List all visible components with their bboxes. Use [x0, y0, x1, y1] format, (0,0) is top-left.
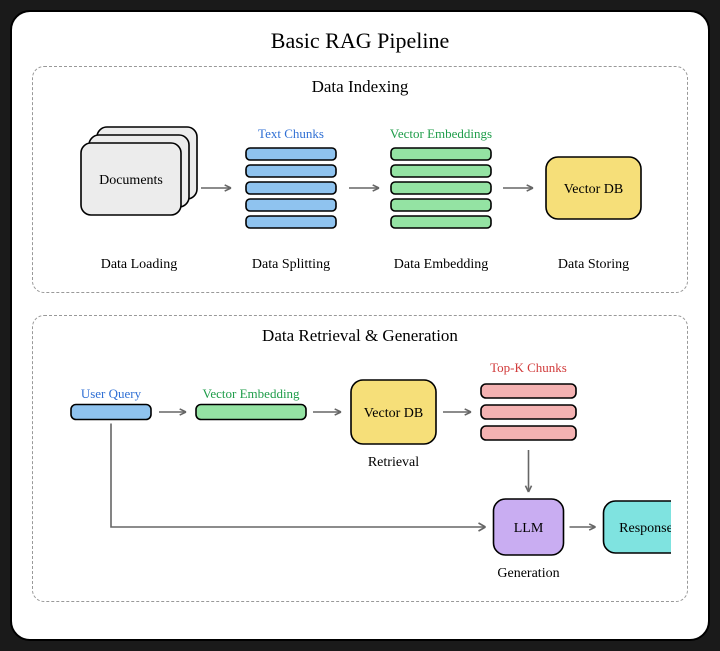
topk-bar [481, 405, 576, 419]
arrow-docs-chunks [201, 185, 231, 191]
header-chunks: Text Chunks [258, 126, 324, 141]
vectordb-label: Vector DB [564, 182, 624, 197]
vecemb-bar [196, 405, 306, 420]
arrow-uq-emb [159, 409, 186, 415]
section-retrieval: Data Retrieval & Generation User Query Ve… [32, 315, 688, 602]
documents-label: Documents [99, 173, 163, 188]
chunk-bar [246, 199, 336, 211]
header-vecemb: Vector Embedding [202, 386, 300, 401]
section-retrieval-title: Data Retrieval & Generation [51, 326, 669, 346]
retrieval-svg: User Query Vector Embedding Vector DB Retri… [51, 352, 671, 587]
stage-storing: Data Storing [558, 257, 629, 272]
arrow-emb-db [503, 185, 533, 191]
header-embeddings: Vector Embeddings [390, 126, 492, 141]
chunk-bar [246, 216, 336, 228]
indexing-svg: Documents Data Loading Text Chunks Data Spl… [51, 103, 671, 278]
stage-retrieval: Retrieval [368, 455, 419, 470]
embedding-bar [391, 165, 491, 177]
arrow-emb-db2 [313, 409, 341, 415]
chunk-bar [246, 165, 336, 177]
stage-embedding: Data Embedding [394, 257, 488, 272]
diagram-canvas: Basic RAG Pipeline Data Indexing Documen… [10, 10, 710, 641]
section-indexing-title: Data Indexing [51, 77, 669, 97]
stage-loading: Data Loading [101, 257, 178, 272]
arrow-chunks-emb [349, 185, 379, 191]
header-topk: Top-K Chunks [490, 360, 567, 375]
section-indexing: Data Indexing Documents Data Loading Text … [32, 66, 688, 293]
arrow-db-topk [443, 409, 471, 415]
embedding-bar [391, 199, 491, 211]
arrow-llm-resp [570, 524, 596, 530]
diagram-title: Basic RAG Pipeline [32, 28, 688, 54]
header-userquery: User Query [81, 386, 142, 401]
llm-label: LLM [514, 521, 544, 536]
stage-generation: Generation [497, 566, 559, 581]
chunk-bar [246, 182, 336, 194]
arrow-topk-llm [525, 450, 531, 492]
embedding-bar [391, 216, 491, 228]
topk-bar [481, 384, 576, 398]
vectordb2-label: Vector DB [364, 406, 424, 421]
chunk-bar [246, 148, 336, 160]
embedding-bar [391, 148, 491, 160]
userquery-bar [71, 405, 151, 420]
embedding-bar [391, 182, 491, 194]
response-label: Response [619, 521, 671, 536]
topk-bar [481, 426, 576, 440]
stage-splitting: Data Splitting [252, 257, 330, 272]
